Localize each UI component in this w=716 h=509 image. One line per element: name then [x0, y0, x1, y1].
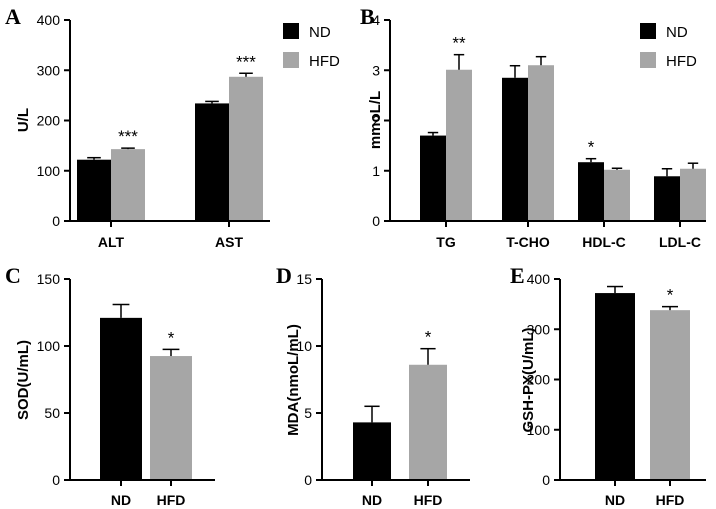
- bar-hfd: [650, 310, 690, 480]
- legend-label: HFD: [309, 53, 340, 70]
- x-tick-label: HFD: [656, 492, 685, 508]
- y-tick-label: 10: [296, 338, 312, 354]
- y-axis-title: SOD(U/mL): [15, 340, 32, 420]
- y-tick-label: 2: [372, 113, 380, 129]
- x-tick-label: HFD: [414, 492, 443, 508]
- panel-letter: D: [276, 263, 292, 288]
- y-tick-label: 0: [52, 213, 60, 229]
- x-tick-label: ND: [605, 492, 625, 508]
- y-axis-title: GSH-PX(U/mL): [520, 327, 537, 432]
- y-tick-label: 0: [542, 472, 550, 488]
- panel-e: E GSH-PX(U/mL) 0 100 200 300 400 * ND HFD: [510, 263, 706, 508]
- legend-label: ND: [666, 24, 688, 41]
- bar-hfd-ldl-c: [680, 168, 706, 221]
- y-tick-label: 400: [37, 12, 61, 28]
- bar-nd-tg: [420, 135, 446, 221]
- x-tick-label: AST: [215, 234, 243, 250]
- y-axis-title: MDA(nmoL/mL): [285, 324, 302, 436]
- y-tick-label: 150: [37, 271, 61, 287]
- y-tick-label: 1: [372, 163, 380, 179]
- bar-hfd-ast: [229, 76, 263, 221]
- legend-swatch: [640, 52, 656, 68]
- panel-a: A U/L 0 100 200 300 400 *** *** ALT AST ND HFD: [5, 4, 340, 250]
- bar-hfd: [409, 364, 447, 480]
- x-tick-label: TG: [436, 234, 456, 250]
- x-tick-label: ALT: [98, 234, 125, 250]
- significance-label: *: [667, 286, 674, 305]
- significance-label: ***: [236, 52, 256, 71]
- bar-nd-t-cho: [502, 77, 528, 221]
- bar-nd-ast: [195, 103, 229, 221]
- significance-label: ***: [118, 127, 138, 146]
- y-tick-label: 300: [37, 62, 61, 78]
- bar-hfd-t-cho: [528, 65, 554, 221]
- y-tick-label: 100: [37, 163, 61, 179]
- bar-nd-ldl-c: [654, 176, 680, 221]
- x-tick-label: LDL-C: [659, 234, 701, 250]
- y-tick-label: 15: [296, 271, 312, 287]
- y-tick-label: 50: [44, 405, 60, 421]
- panel-letter: A: [5, 4, 21, 29]
- y-tick-label: 0: [372, 213, 380, 229]
- bar-nd: [595, 293, 635, 480]
- y-tick-label: 400: [527, 271, 551, 287]
- legend: ND HFD: [640, 23, 697, 70]
- y-tick-label: 4: [372, 12, 380, 28]
- legend-label: ND: [309, 24, 331, 41]
- y-tick-label: 0: [52, 472, 60, 488]
- y-axis-title: mmoL/L: [367, 91, 384, 149]
- significance-label: *: [425, 328, 432, 347]
- bar-nd-hdl-c: [578, 162, 604, 221]
- y-tick-label: 300: [527, 321, 551, 337]
- bar-nd-alt: [77, 159, 111, 221]
- bar-hfd-tg: [446, 69, 472, 221]
- bar-hfd: [150, 356, 192, 480]
- x-tick-label: ND: [111, 492, 131, 508]
- significance-label: *: [588, 138, 595, 157]
- y-tick-label: 3: [372, 62, 380, 78]
- panel-letter: E: [510, 263, 525, 288]
- panel-letter: B: [360, 4, 375, 29]
- x-tick-label: T-CHO: [506, 234, 550, 250]
- legend-swatch: [640, 23, 656, 39]
- y-tick-label: 200: [527, 372, 551, 388]
- panel-d: D MDA(nmoL/mL) 0 5 10 15 * ND HFD: [276, 263, 470, 508]
- legend-swatch: [283, 23, 299, 39]
- panel-c: C SOD(U/mL) 0 50 100 150 * ND HFD: [5, 263, 215, 508]
- y-tick-label: 100: [37, 338, 61, 354]
- legend-label: HFD: [666, 53, 697, 70]
- significance-label: **: [452, 34, 466, 53]
- y-tick-label: 0: [304, 472, 312, 488]
- x-tick-label: ND: [362, 492, 382, 508]
- y-tick-label: 200: [37, 113, 61, 129]
- panel-letter: C: [5, 263, 21, 288]
- bar-nd: [100, 317, 142, 480]
- y-tick-label: 5: [304, 405, 312, 421]
- legend-swatch: [283, 52, 299, 68]
- bar-hfd-hdl-c: [604, 169, 630, 221]
- bar-nd: [353, 422, 391, 480]
- x-tick-label: HDL-C: [582, 234, 626, 250]
- x-tick-label: HFD: [157, 492, 186, 508]
- y-tick-label: 100: [527, 422, 551, 438]
- y-axis-title: U/L: [15, 108, 32, 132]
- significance-label: *: [168, 328, 175, 347]
- bar-hfd-alt: [111, 149, 145, 221]
- legend: ND HFD: [283, 23, 340, 70]
